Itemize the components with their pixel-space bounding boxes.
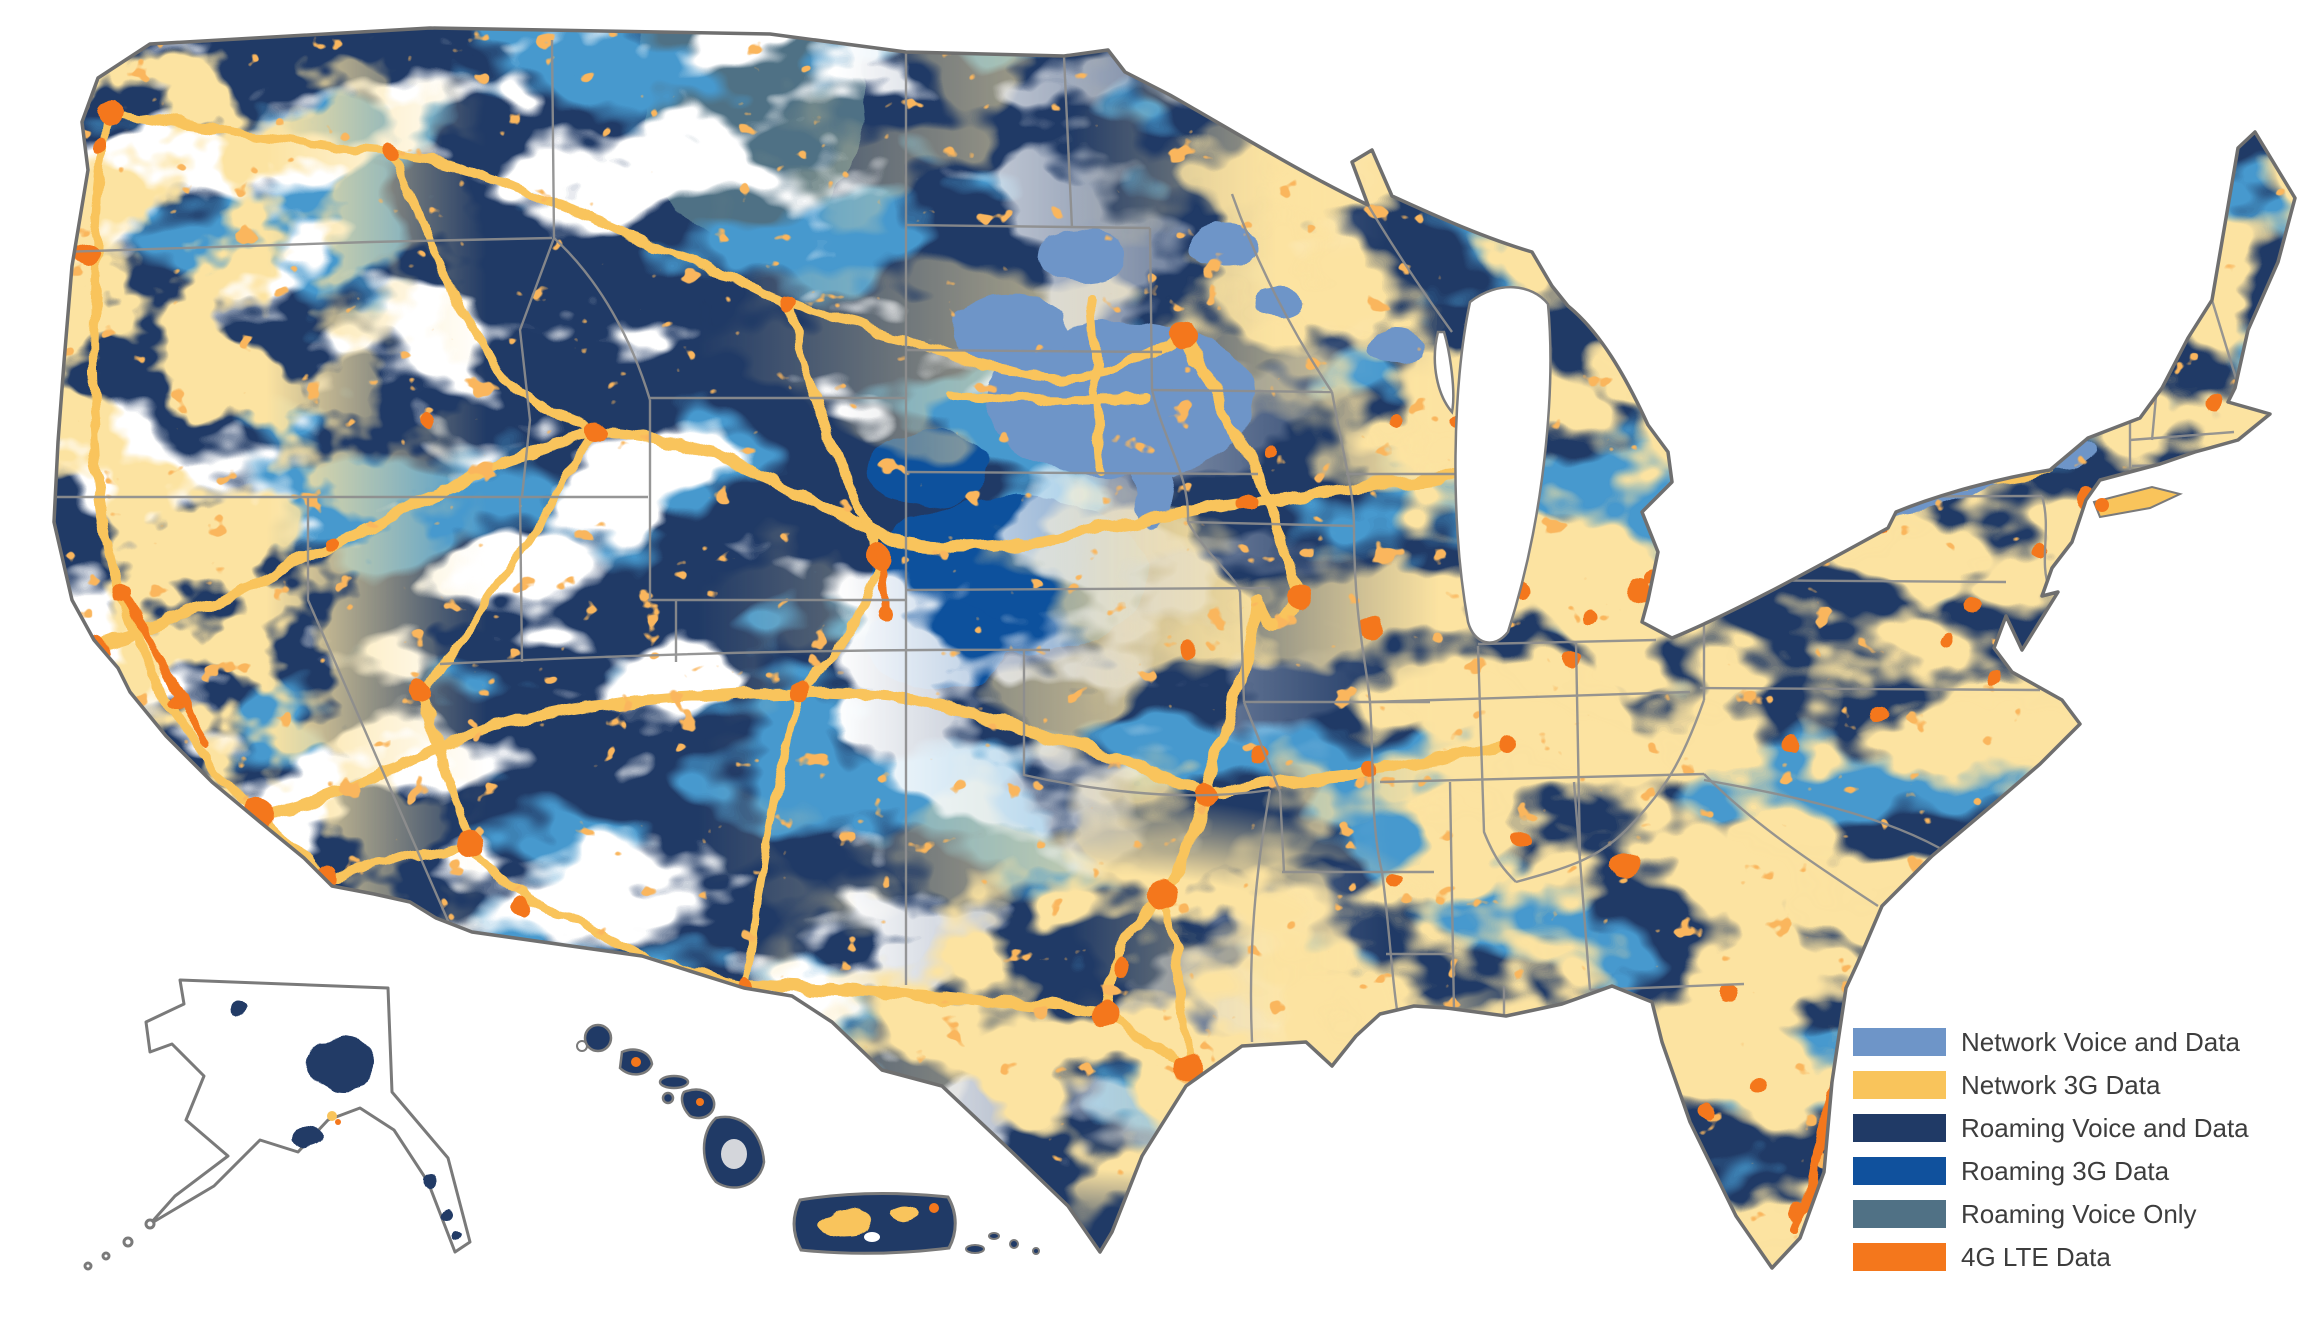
- legend-swatch-roaming-3g-data: [1853, 1157, 1946, 1185]
- legend-label-roaming-voice-only: Roaming Voice Only: [1961, 1199, 2197, 1229]
- legend-swatch-network-3g-data: [1853, 1071, 1946, 1099]
- legend-swatch-4g-lte-data: [1853, 1243, 1946, 1271]
- puerto-rico-gap: [864, 1232, 880, 1242]
- maui-lte-spot: [696, 1098, 704, 1106]
- legend-item-network-voice-data: Network Voice and Data: [1853, 1028, 2249, 1056]
- molokai-island: [658, 1074, 690, 1090]
- alaska-outline: [144, 978, 472, 1254]
- legend-item-4g-lte-data: 4G LTE Data: [1853, 1243, 2249, 1271]
- green-bay: [1433, 330, 1455, 415]
- hawaii-inset: [576, 1023, 766, 1189]
- puerto-rico-outline: [792, 1192, 957, 1255]
- legend-label-roaming-voice-data: Roaming Voice and Data: [1961, 1113, 2249, 1143]
- san-juan-lte-spot: [929, 1203, 939, 1213]
- legend-label-network-3g-data: Network 3G Data: [1961, 1070, 2161, 1100]
- long-island: [2092, 485, 2183, 519]
- legend-swatch-network-voice-data: [1853, 1028, 1946, 1056]
- puerto-rico-3g-patches: [818, 1206, 916, 1236]
- us-border-outline: [52, 26, 2297, 1270]
- legend-item-network-3g-data: Network 3G Data: [1853, 1071, 2249, 1099]
- aleutian-islands: [83, 1218, 156, 1271]
- honolulu-lte-spot: [631, 1057, 641, 1067]
- legend-label-4g-lte-data: 4G LTE Data: [1961, 1242, 2111, 1272]
- legend-item-roaming-voice-only: Roaming Voice Only: [1853, 1200, 2249, 1228]
- kauai-island: [583, 1023, 613, 1053]
- alaska-roaming-patches: [229, 1001, 463, 1243]
- legend-label-network-voice-data: Network Voice and Data: [1961, 1027, 2240, 1057]
- lanai-island: [661, 1091, 675, 1105]
- map-legend: Network Voice and Data Network 3G Data R…: [1853, 1028, 2249, 1271]
- legend-swatch-roaming-voice-data: [1853, 1114, 1946, 1142]
- nyc-lte-spot: [2095, 498, 2109, 512]
- lake-michigan: [1454, 286, 1552, 644]
- legend-item-roaming-3g-data: Roaming 3G Data: [1853, 1157, 2249, 1185]
- anchorage-3g-spot: [327, 1111, 337, 1121]
- alaska-inset: [83, 978, 472, 1271]
- outlying-islands: [965, 1232, 1040, 1255]
- legend-item-roaming-voice-data: Roaming Voice and Data: [1853, 1114, 2249, 1142]
- long-island-shape: [2092, 485, 2183, 519]
- legend-swatch-roaming-voice-only: [1853, 1200, 1946, 1228]
- puerto-rico-inset: [792, 1192, 1040, 1255]
- big-island-interior: [721, 1139, 747, 1169]
- legend-label-roaming-3g-data: Roaming 3G Data: [1961, 1156, 2170, 1186]
- anchorage-lte-spot: [335, 1119, 341, 1125]
